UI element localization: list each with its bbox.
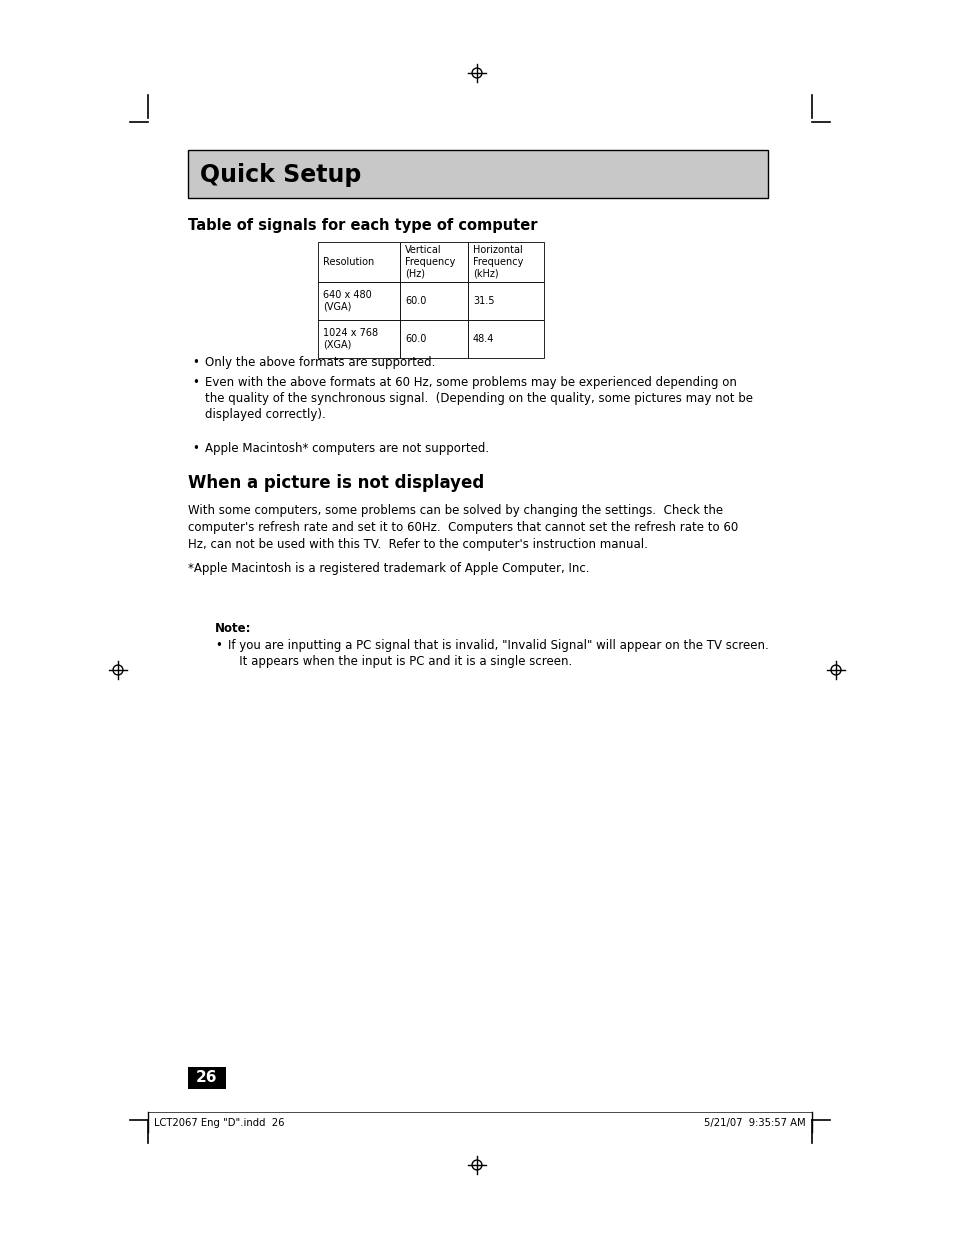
Text: LCT2067 Eng "D".indd  26: LCT2067 Eng "D".indd 26 — [153, 1118, 284, 1128]
Text: Apple Macintosh* computers are not supported.: Apple Macintosh* computers are not suppo… — [205, 442, 489, 454]
Text: 1024 x 768
(XGA): 1024 x 768 (XGA) — [323, 329, 377, 350]
Bar — [317, 320, 399, 358]
Text: Vertical
Frequency
(Hz): Vertical Frequency (Hz) — [405, 246, 455, 279]
Text: 60.0: 60.0 — [405, 296, 426, 306]
Text: Resolution: Resolution — [323, 257, 374, 267]
Text: Only the above formats are supported.: Only the above formats are supported. — [205, 356, 435, 369]
Text: 60.0: 60.0 — [405, 333, 426, 345]
Bar — [317, 242, 399, 282]
Text: With some computers, some problems can be solved by changing the settings.  Chec: With some computers, some problems can b… — [188, 504, 738, 551]
Bar — [317, 282, 399, 320]
Text: Even with the above formats at 60 Hz, some problems may be experienced depending: Even with the above formats at 60 Hz, so… — [205, 375, 752, 421]
Text: •: • — [192, 356, 198, 369]
Bar — [468, 320, 543, 358]
Text: Note:: Note: — [214, 622, 252, 635]
Text: •: • — [192, 442, 198, 454]
Bar — [188, 1067, 226, 1089]
Bar — [399, 320, 468, 358]
Text: Horizontal
Frequency
(kHz): Horizontal Frequency (kHz) — [473, 246, 523, 279]
Text: Quick Setup: Quick Setup — [200, 163, 361, 186]
Text: *Apple Macintosh is a registered trademark of Apple Computer, Inc.: *Apple Macintosh is a registered tradema… — [188, 562, 589, 576]
Text: 5/21/07  9:35:57 AM: 5/21/07 9:35:57 AM — [703, 1118, 805, 1128]
Bar — [188, 149, 767, 198]
Text: When a picture is not displayed: When a picture is not displayed — [188, 474, 484, 492]
Text: If you are inputting a PC signal that is invalid, "Invalid Signal" will appear o: If you are inputting a PC signal that is… — [228, 638, 768, 668]
Text: 26: 26 — [196, 1071, 217, 1086]
Bar — [468, 282, 543, 320]
Text: 48.4: 48.4 — [473, 333, 494, 345]
Bar — [399, 242, 468, 282]
Text: •: • — [192, 375, 198, 389]
Text: 640 x 480
(VGA): 640 x 480 (VGA) — [323, 290, 372, 311]
Text: •: • — [214, 638, 222, 652]
Bar — [399, 282, 468, 320]
Text: Table of signals for each type of computer: Table of signals for each type of comput… — [188, 219, 537, 233]
Text: 31.5: 31.5 — [473, 296, 494, 306]
Bar — [468, 242, 543, 282]
